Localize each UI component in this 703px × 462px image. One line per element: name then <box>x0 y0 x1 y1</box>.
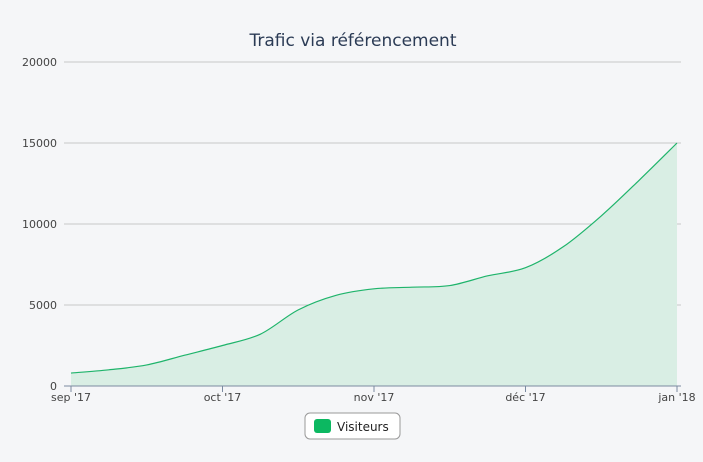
y-tick-label: 20000 <box>22 56 57 69</box>
y-tick-label: 0 <box>50 380 57 393</box>
legend[interactable]: Visiteurs <box>304 412 401 440</box>
series-area-visiteurs <box>71 143 677 386</box>
x-tick-label: oct '17 <box>204 391 242 404</box>
x-tick-label: sep '17 <box>51 391 91 404</box>
chart-title: Trafic via référencement <box>249 31 457 51</box>
x-tick-label: déc '17 <box>505 391 545 404</box>
y-tick-label: 5000 <box>29 299 57 312</box>
plot-area <box>70 142 678 386</box>
series-line-visiteurs <box>70 142 678 374</box>
x-tick-label: jan '18 <box>657 391 695 404</box>
axes: 0 5000 10000 15000 20000 sep '17 oct '17 nov '1… <box>22 56 696 404</box>
legend-label: Visiteurs <box>337 420 389 434</box>
legend-swatch <box>314 419 331 433</box>
y-tick-label: 15000 <box>22 137 57 150</box>
y-tick-label: 10000 <box>22 218 57 231</box>
x-tick-label: nov '17 <box>354 391 395 404</box>
